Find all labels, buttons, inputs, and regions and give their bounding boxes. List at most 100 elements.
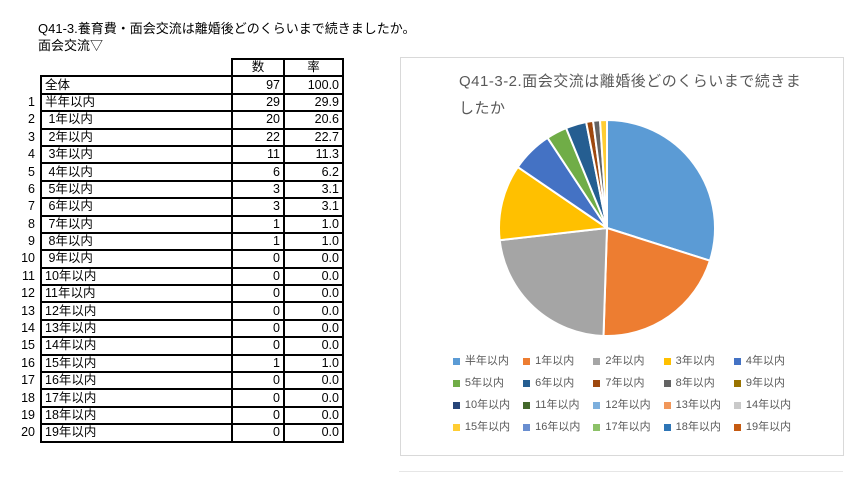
row-label[interactable]: 5年以内 <box>40 179 233 200</box>
chart-card[interactable]: Q41-3-2.面会交流は離婚後どのくらいまで続きましたか 半年以内 1年以内 2年… <box>400 57 844 456</box>
row-index[interactable]: 5 <box>28 164 35 179</box>
row-index[interactable]: 19 <box>21 408 35 422</box>
row-count[interactable]: 1 <box>231 353 285 374</box>
row-rate[interactable]: 0.0 <box>283 388 344 408</box>
row-count[interactable]: 0 <box>231 301 285 321</box>
legend-item[interactable]: 19年以内 <box>733 421 791 434</box>
row-index[interactable]: 3 <box>28 129 35 144</box>
row-count[interactable]: 0 <box>231 266 285 287</box>
row-rate[interactable]: 20.6 <box>283 110 344 130</box>
col-header-count[interactable]: 数 <box>231 57 285 78</box>
legend-item[interactable]: 15年以内 <box>452 421 510 434</box>
row-index[interactable]: 11 <box>22 268 35 283</box>
col-header-rate[interactable]: 率 <box>283 57 344 78</box>
row-rate[interactable]: 0.0 <box>283 249 344 269</box>
row-count[interactable]: 97 <box>231 75 285 95</box>
row-rate[interactable]: 1.0 <box>283 353 344 374</box>
pie-slice-3年以内[interactable] <box>498 166 608 242</box>
row-label[interactable]: 11年以内 <box>40 284 233 304</box>
row-count[interactable]: 0 <box>231 336 285 356</box>
row-rate[interactable]: 0.0 <box>283 423 344 443</box>
legend-item[interactable]: 11年以内 <box>523 399 580 412</box>
row-index[interactable]: 10 <box>21 251 35 266</box>
row-count[interactable]: 20 <box>231 110 285 130</box>
row-index[interactable]: 6 <box>28 181 35 196</box>
row-count[interactable]: 11 <box>231 144 285 165</box>
legend-item[interactable]: 9年以内 <box>733 377 791 390</box>
row-label[interactable]: 2年以内 <box>40 127 233 147</box>
row-label[interactable]: 全体 <box>40 75 233 95</box>
row-index[interactable]: 13 <box>21 303 35 318</box>
row-label[interactable]: 8年以内 <box>40 231 233 252</box>
row-label[interactable]: 13年以内 <box>40 318 233 339</box>
row-count[interactable]: 0 <box>231 318 285 339</box>
row-rate[interactable]: 0.0 <box>283 266 344 287</box>
legend-item[interactable]: 1年以内 <box>523 355 580 368</box>
row-rate[interactable]: 0.0 <box>283 405 344 426</box>
legend-item[interactable]: 5年以内 <box>452 377 510 390</box>
legend-item[interactable]: 17年以内 <box>593 421 651 434</box>
row-rate[interactable]: 1.0 <box>283 231 344 252</box>
row-index[interactable]: 8 <box>28 216 35 231</box>
pie-slice-15年以内[interactable] <box>599 119 608 229</box>
row-count[interactable]: 0 <box>231 405 285 426</box>
row-count[interactable]: 3 <box>231 197 285 217</box>
row-count[interactable]: 22 <box>231 127 285 147</box>
row-label[interactable]: 1年以内 <box>40 110 233 130</box>
legend-item[interactable]: 7年以内 <box>593 377 650 390</box>
row-index[interactable]: 9 <box>28 234 35 249</box>
row-index[interactable] <box>2 76 41 93</box>
legend-item[interactable]: 4年以内 <box>733 355 791 368</box>
row-label[interactable]: 10年以内 <box>40 266 233 287</box>
legend-item[interactable]: 2年以内 <box>593 355 650 368</box>
row-count[interactable]: 0 <box>231 371 285 391</box>
row-count[interactable]: 0 <box>231 388 285 408</box>
legend-item[interactable]: 18年以内 <box>663 421 721 434</box>
row-index[interactable]: 4 <box>28 147 35 162</box>
row-index[interactable]: 7 <box>28 199 35 214</box>
row-rate[interactable]: 0.0 <box>283 318 344 339</box>
row-rate[interactable]: 29.9 <box>283 92 344 113</box>
row-label[interactable]: 16年以内 <box>40 371 233 391</box>
legend-item[interactable]: 14年以内 <box>733 399 791 412</box>
row-index[interactable]: 2 <box>28 112 35 127</box>
legend-item[interactable]: 半年以内 <box>452 355 510 368</box>
legend-item[interactable]: 8年以内 <box>663 377 721 390</box>
row-index[interactable]: 17 <box>21 373 35 388</box>
row-label[interactable]: 半年以内 <box>40 92 233 113</box>
row-rate[interactable]: 3.1 <box>283 179 344 200</box>
legend-item[interactable]: 16年以内 <box>523 421 580 434</box>
row-rate[interactable]: 11.3 <box>283 144 344 165</box>
row-rate[interactable]: 0.0 <box>283 371 344 391</box>
legend-item[interactable]: 13年以内 <box>663 399 721 412</box>
row-label[interactable]: 7年以内 <box>40 214 233 234</box>
row-count[interactable]: 0 <box>231 423 285 443</box>
row-rate[interactable]: 6.2 <box>283 162 344 182</box>
row-count[interactable]: 1 <box>231 231 285 252</box>
row-index[interactable]: 14 <box>21 321 35 336</box>
row-rate[interactable]: 3.1 <box>283 197 344 217</box>
row-count[interactable]: 0 <box>231 249 285 269</box>
row-label[interactable]: 4年以内 <box>40 162 233 182</box>
row-label[interactable]: 19年以内 <box>40 423 233 443</box>
row-count[interactable]: 0 <box>231 284 285 304</box>
row-index[interactable]: 15 <box>21 338 35 353</box>
row-label[interactable]: 15年以内 <box>40 353 233 374</box>
row-label[interactable]: 18年以内 <box>40 405 233 426</box>
row-count[interactable]: 1 <box>231 214 285 234</box>
row-index[interactable]: 12 <box>21 286 35 301</box>
pie-slice-半年以内[interactable] <box>606 119 717 262</box>
row-index[interactable]: 1 <box>28 94 35 109</box>
legend-item[interactable]: 10年以内 <box>452 399 510 412</box>
row-label[interactable]: 3年以内 <box>40 144 233 165</box>
legend-item[interactable]: 3年以内 <box>663 355 721 368</box>
row-count[interactable]: 6 <box>231 162 285 182</box>
row-index[interactable]: 18 <box>21 390 35 405</box>
row-count[interactable]: 3 <box>231 179 285 200</box>
row-label[interactable]: 14年以内 <box>40 336 233 356</box>
pie-slice-2年以内[interactable] <box>498 227 608 337</box>
row-label[interactable]: 6年以内 <box>40 197 233 217</box>
row-label[interactable]: 17年以内 <box>40 388 233 408</box>
row-index[interactable]: 16 <box>21 355 35 370</box>
pie-chart[interactable] <box>495 116 719 340</box>
